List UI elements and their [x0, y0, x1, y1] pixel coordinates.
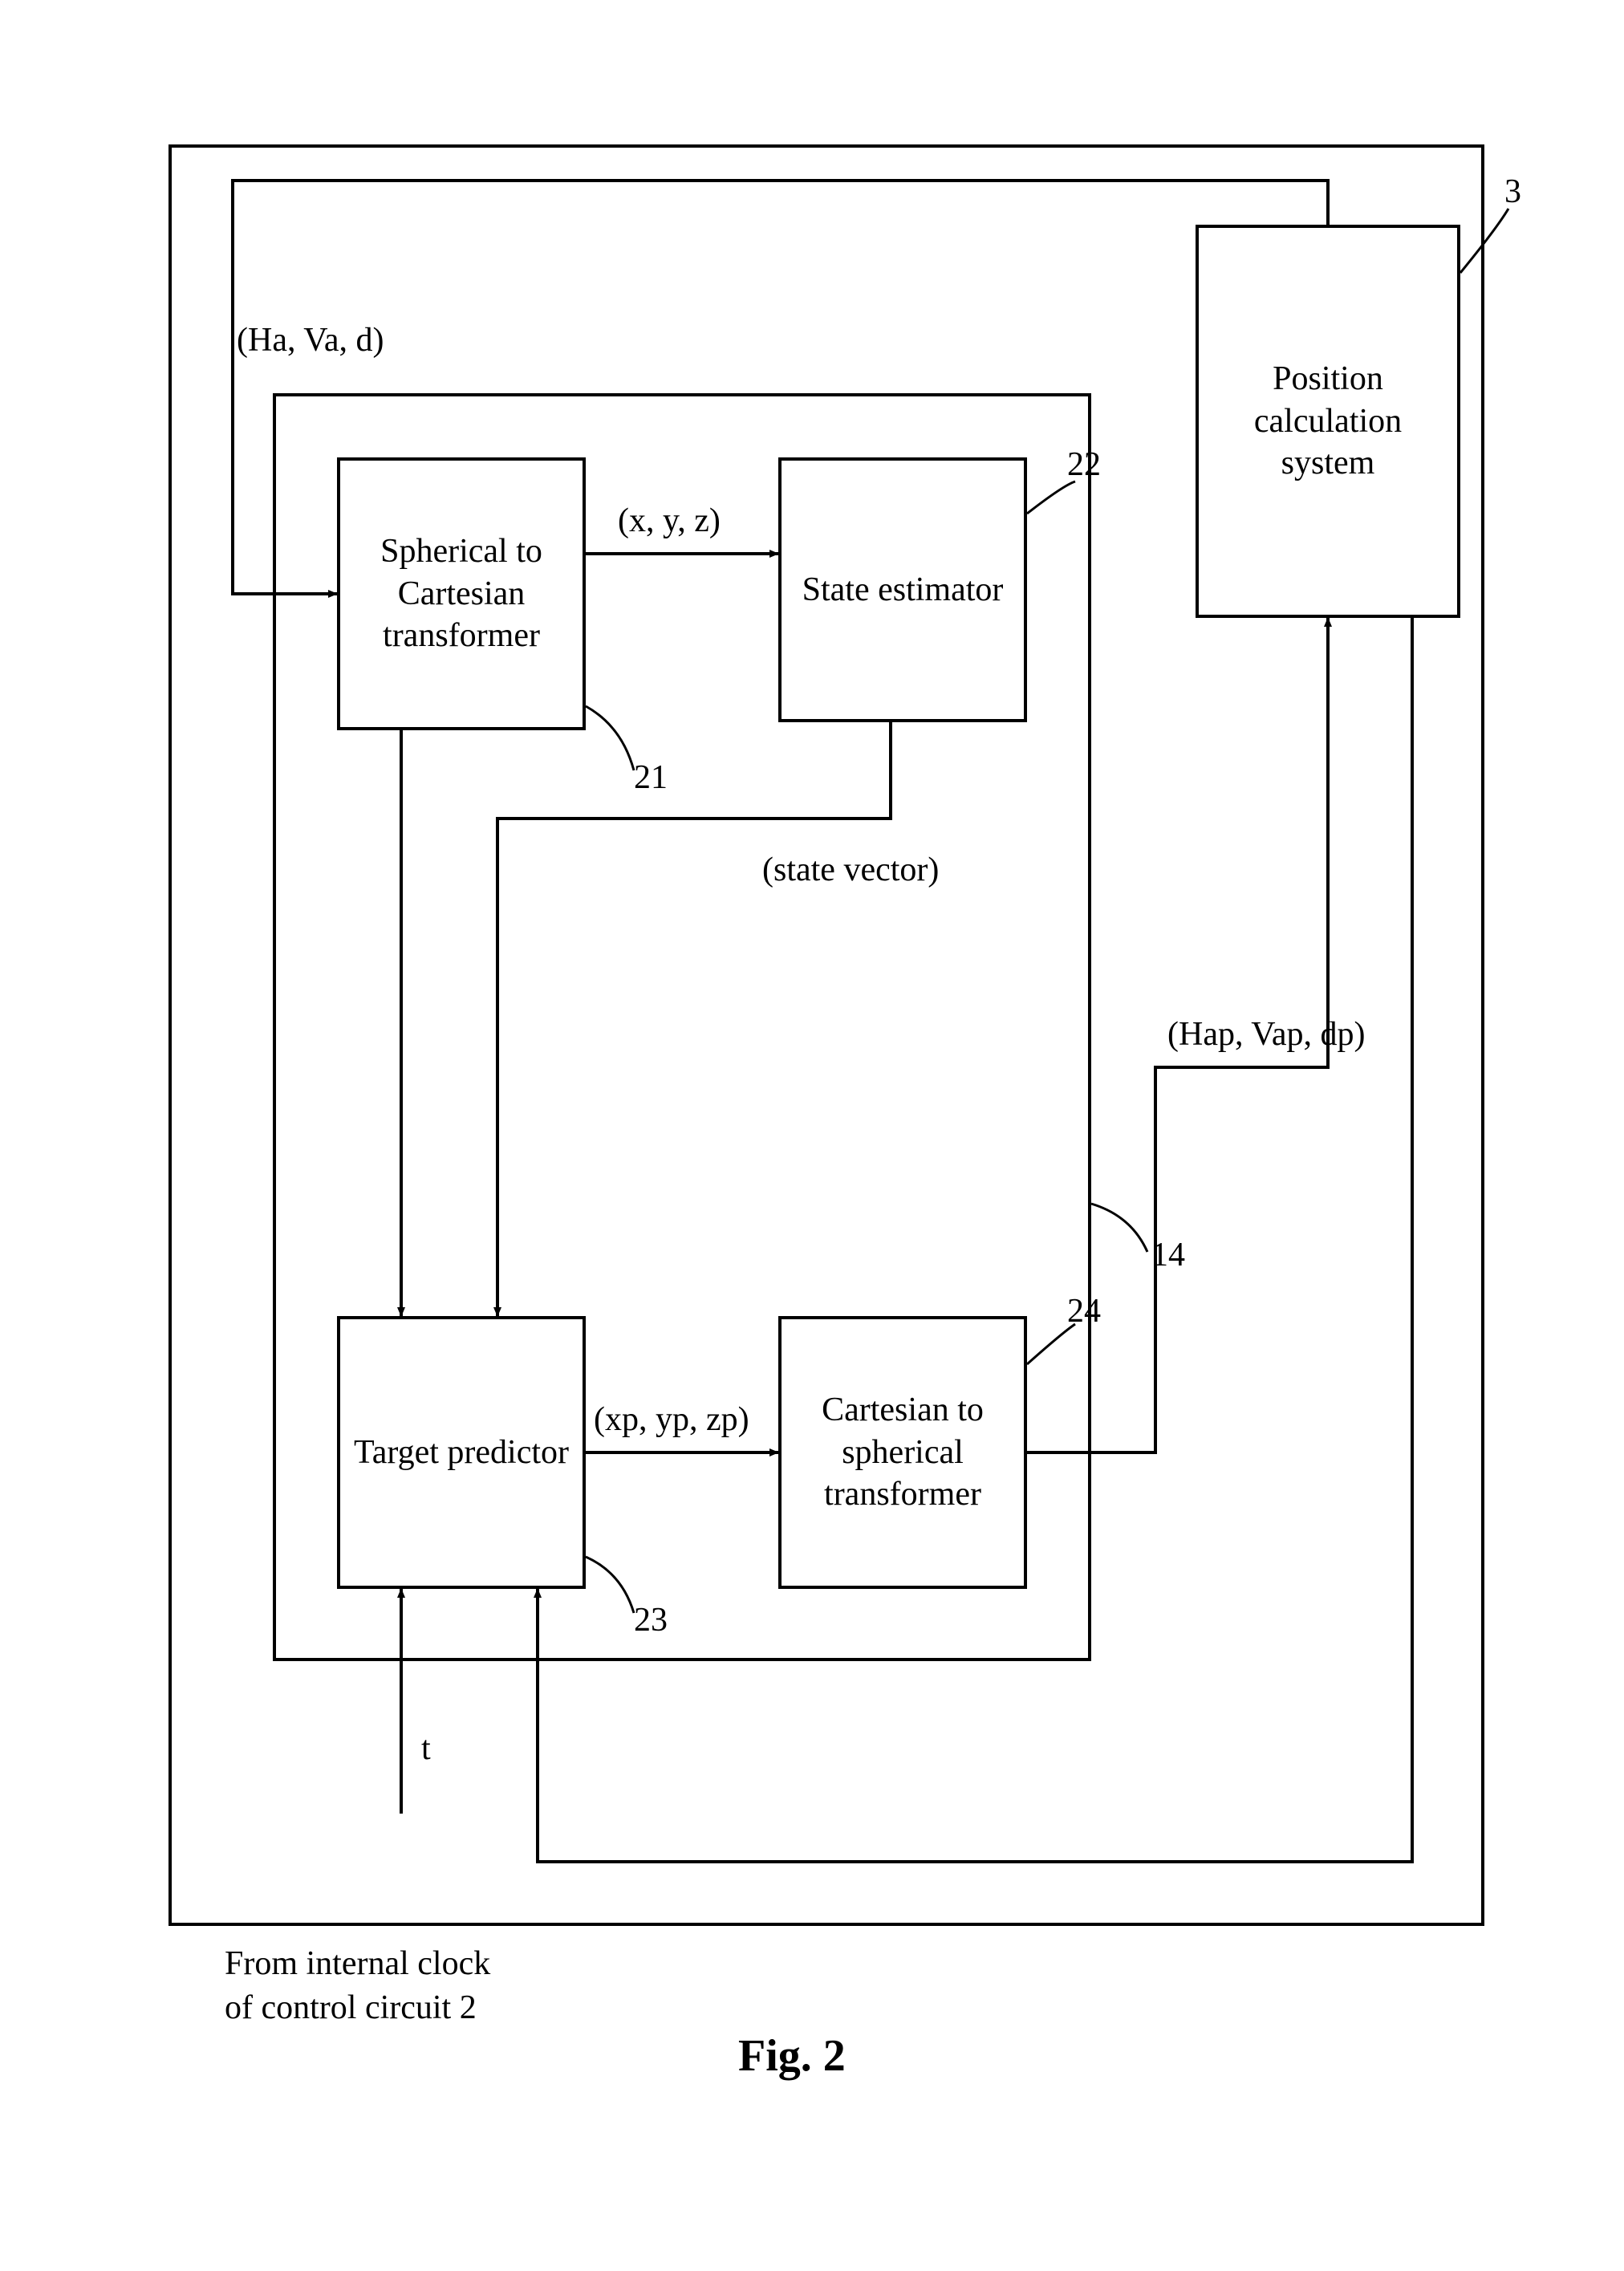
figure-caption: Fig. 2: [738, 2030, 846, 2082]
state-estimator-block: State estimator: [778, 457, 1027, 722]
sph2cart-label: Spherical to Cartesian transformer: [348, 530, 574, 657]
target-pred-label: Target predictor: [354, 1432, 569, 1474]
cart2sph-label: Cartesian to spherical transformer: [790, 1389, 1016, 1516]
ref-label-23: 23: [634, 1601, 668, 1639]
cartesian-to-spherical-block: Cartesian to spherical transformer: [778, 1316, 1027, 1589]
target-predictor-block: Target predictor: [337, 1316, 586, 1589]
ref-label-22: 22: [1067, 445, 1101, 484]
state-est-label: State estimator: [802, 569, 1004, 611]
position-calculation-system-block: Position calculation system: [1196, 225, 1460, 618]
ref-label-3: 3: [1504, 173, 1521, 211]
ref-label-24: 24: [1067, 1292, 1101, 1331]
signal-cartesian-xyz: (x, y, z): [618, 502, 721, 540]
signal-state-vector: (state vector): [762, 851, 939, 889]
ref-label-21: 21: [634, 758, 668, 797]
diagram-page: Position calculation system Spherical to…: [0, 0, 1624, 2271]
position-block-label: Position calculation system: [1207, 358, 1449, 485]
ref-label-14: 14: [1151, 1236, 1185, 1274]
spherical-to-cartesian-block: Spherical to Cartesian transformer: [337, 457, 586, 730]
signal-time: t: [421, 1729, 431, 1768]
clock-source-label: From internal clock of control circuit 2: [225, 1942, 514, 2029]
signal-output-spherical: (Hap, Vap, dp): [1167, 1015, 1366, 1054]
signal-predicted-xyz: (xp, yp, zp): [594, 1400, 749, 1439]
signal-input-spherical: (Ha, Va, d): [237, 321, 384, 360]
